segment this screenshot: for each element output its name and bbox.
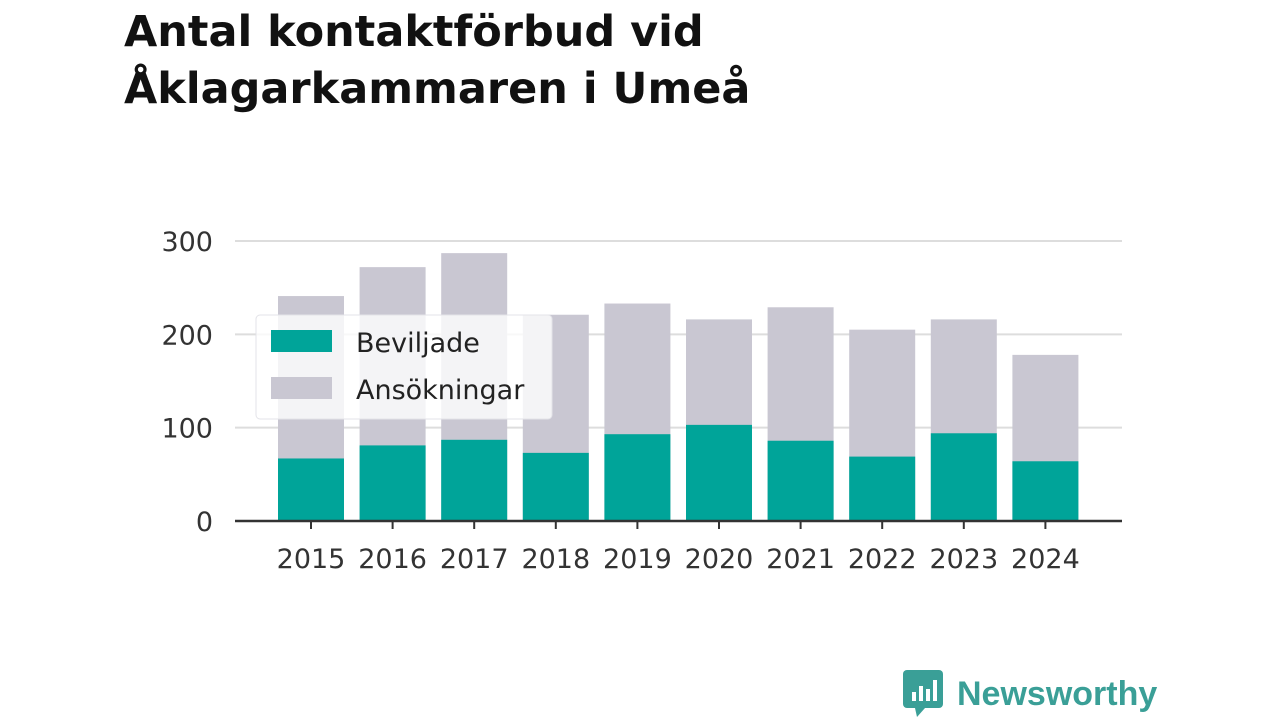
newsworthy-logo-icon bbox=[903, 670, 943, 717]
bar-beviljade bbox=[849, 456, 916, 521]
x-tick-label: 2024 bbox=[1011, 544, 1080, 575]
bar-beviljade bbox=[767, 440, 834, 521]
legend-label: Beviljade bbox=[356, 328, 480, 359]
brand-name: Newsworthy bbox=[957, 674, 1158, 713]
x-tick-label: 2023 bbox=[929, 544, 998, 575]
bar-beviljade bbox=[604, 434, 671, 521]
x-tick-label: 2016 bbox=[358, 544, 427, 575]
bar-beviljade bbox=[930, 433, 997, 521]
y-tick-label: 100 bbox=[161, 414, 213, 445]
y-tick-label: 0 bbox=[196, 507, 213, 538]
x-tick-label: 2020 bbox=[685, 544, 754, 575]
bar-beviljade bbox=[441, 439, 508, 521]
y-tick-label: 200 bbox=[161, 320, 213, 351]
x-tick-label: 2022 bbox=[848, 544, 917, 575]
chart-title-line-2: Åklagarkammaren i Umeå bbox=[124, 64, 751, 114]
bar-beviljade bbox=[686, 424, 752, 521]
bar-beviljade bbox=[1012, 461, 1079, 521]
y-tick-label: 300 bbox=[161, 227, 213, 258]
chart-title-line-1: Antal kontaktförbud vid bbox=[124, 7, 704, 57]
x-tick-label: 2015 bbox=[277, 544, 346, 575]
chart-title: Antal kontaktförbud vid Åklagarkammaren … bbox=[124, 4, 1024, 118]
bar-beviljade bbox=[522, 452, 589, 521]
legend-swatch bbox=[271, 377, 332, 399]
x-tick-label: 2019 bbox=[603, 544, 672, 575]
bar-beviljade bbox=[359, 445, 426, 521]
legend: Beviljade Ansökningar bbox=[255, 314, 553, 420]
x-tick-label: 2017 bbox=[440, 544, 509, 575]
brand-logo: Newsworthy bbox=[903, 670, 1157, 718]
x-tick-label: 2018 bbox=[521, 544, 590, 575]
legend-swatch bbox=[271, 330, 332, 352]
x-tick-label: 2021 bbox=[766, 544, 835, 575]
legend-label: Ansökningar bbox=[356, 375, 525, 406]
bar-beviljade bbox=[278, 458, 344, 521]
